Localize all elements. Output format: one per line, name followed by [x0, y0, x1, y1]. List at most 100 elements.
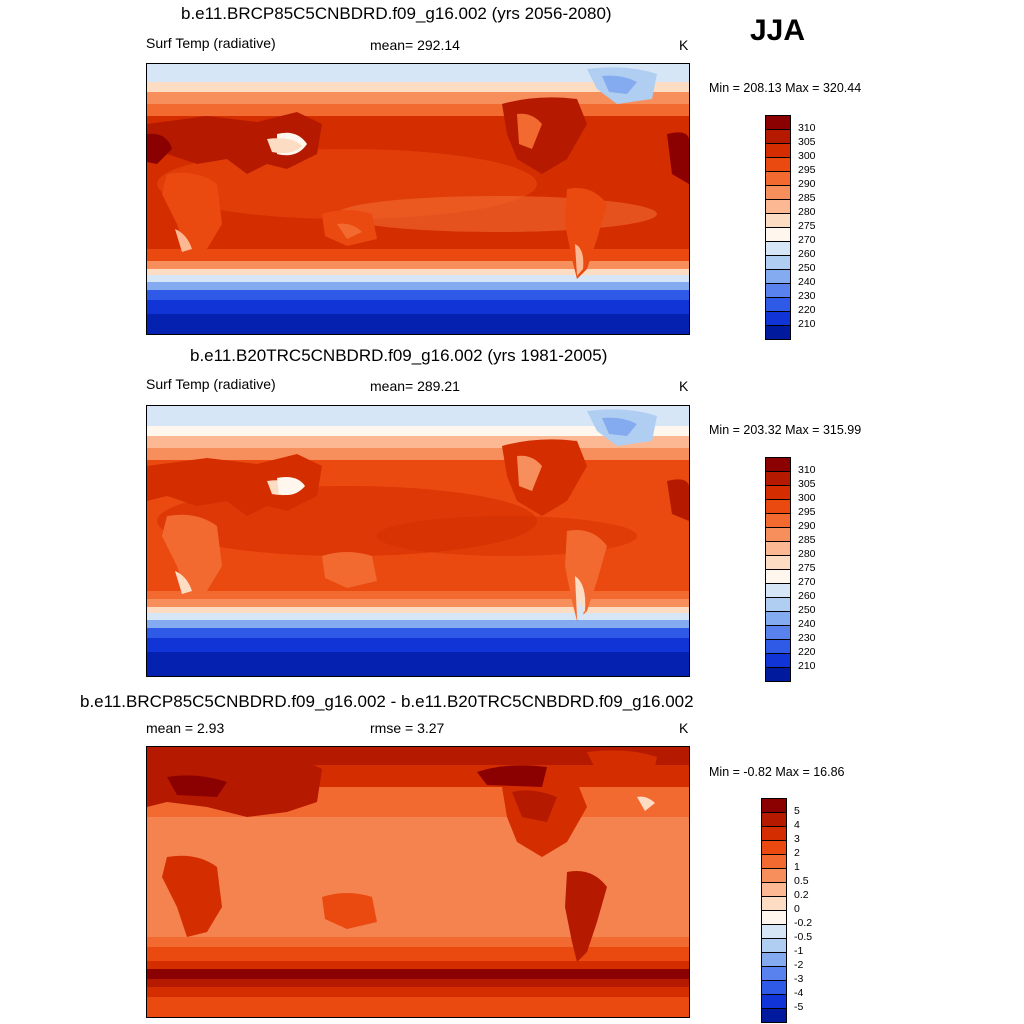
colorbar-swatch	[762, 924, 786, 938]
colorbar-swatch	[766, 255, 790, 269]
colorbar-swatch	[766, 458, 790, 471]
panel2-variable-label: Surf Temp (radiative)	[146, 376, 276, 392]
colorbar-label: 230	[798, 290, 816, 302]
colorbar-swatch	[766, 241, 790, 255]
panel2-temperature-field	[147, 406, 689, 676]
colorbar-swatch	[762, 980, 786, 994]
colorbar-label: 295	[798, 164, 816, 176]
colorbar-swatch	[762, 896, 786, 910]
colorbar-swatch	[766, 311, 790, 325]
colorbar-label: 220	[798, 646, 816, 658]
colorbar-label: 305	[798, 478, 816, 490]
panel1-title: b.e11.BRCP85C5CNBDRD.f09_g16.002 (yrs 20…	[181, 4, 612, 23]
colorbar-swatch	[766, 199, 790, 213]
colorbar-swatch	[766, 555, 790, 569]
colorbar-swatch	[766, 129, 790, 143]
colorbar-label: -1	[794, 945, 804, 957]
colorbar-swatch	[762, 799, 786, 812]
colorbar-label: -3	[794, 973, 804, 985]
colorbar-swatch	[766, 527, 790, 541]
colorbar-swatch	[762, 966, 786, 980]
panel3-minmax: Min = -0.82 Max = 16.86	[709, 765, 845, 779]
panel2-title: b.e11.B20TRC5CNBDRD.f09_g16.002 (yrs 198…	[190, 346, 608, 365]
colorbar-label: 310	[798, 122, 816, 134]
colorbar-label: 3	[794, 833, 800, 845]
colorbar-label: 250	[798, 604, 816, 616]
colorbar-swatch	[762, 812, 786, 826]
panel1-temperature-field	[147, 64, 689, 334]
colorbar-swatch	[766, 639, 790, 653]
panel1-variable-label: Surf Temp (radiative)	[146, 35, 276, 51]
colorbar-swatch	[766, 185, 790, 199]
colorbar-label: 275	[798, 220, 816, 232]
colorbar-label: 220	[798, 304, 816, 316]
colorbar-swatch	[766, 569, 790, 583]
colorbar-swatch	[762, 994, 786, 1008]
panel1-units-label: K	[679, 37, 689, 53]
colorbar-swatch	[766, 297, 790, 311]
colorbar-label: -4	[794, 987, 804, 999]
panel3-difference-field	[147, 747, 689, 1017]
panel1-minmax: Min = 208.13 Max = 320.44	[709, 81, 862, 95]
panel3-units-label: K	[679, 720, 689, 736]
colorbar-swatch	[762, 910, 786, 924]
colorbar-label: 310	[798, 464, 816, 476]
colorbar-label: 305	[798, 136, 816, 148]
colorbar-label: 1	[794, 861, 800, 873]
colorbar-label: -0.5	[794, 931, 813, 943]
colorbar-swatch	[766, 171, 790, 185]
colorbar-label: -2	[794, 959, 804, 971]
colorbar-swatch	[766, 471, 790, 485]
colorbar-swatch	[762, 868, 786, 882]
colorbar-label: 275	[798, 562, 816, 574]
colorbar-label: 280	[798, 206, 816, 218]
colorbar-swatch	[766, 667, 790, 681]
colorbar-swatch	[766, 611, 790, 625]
colorbar-swatch	[766, 499, 790, 513]
colorbar-swatch	[766, 213, 790, 227]
colorbar-swatch	[762, 826, 786, 840]
colorbar-label: 4	[794, 819, 800, 831]
panel3-colorbar	[761, 798, 787, 1023]
colorbar-label: 260	[798, 248, 816, 260]
season-label: JJA	[750, 14, 806, 47]
panel2-colorbar	[765, 457, 791, 682]
colorbar-label: 240	[798, 276, 816, 288]
colorbar-swatch	[766, 325, 790, 339]
panel2-mean-label: mean= 289.21	[370, 378, 460, 394]
colorbar-swatch	[766, 583, 790, 597]
colorbar-label: 5	[794, 805, 800, 817]
colorbar-swatch	[766, 227, 790, 241]
colorbar-label: 290	[798, 178, 816, 190]
colorbar-label: 300	[798, 492, 816, 504]
colorbar-label: 2	[794, 847, 800, 859]
colorbar-swatch	[766, 116, 790, 129]
colorbar-swatch	[766, 269, 790, 283]
colorbar-label: -5	[794, 1001, 804, 1013]
colorbar-swatch	[766, 625, 790, 639]
colorbar-swatch	[762, 854, 786, 868]
panel3-rmse-label: rmse = 3.27	[370, 720, 445, 736]
colorbar-swatch	[762, 952, 786, 966]
colorbar-label: 230	[798, 632, 816, 644]
colorbar-swatch	[766, 157, 790, 171]
colorbar-swatch	[762, 882, 786, 896]
panel2-map	[146, 405, 690, 677]
colorbar-label: 210	[798, 660, 816, 672]
colorbar-label: 0	[794, 903, 800, 915]
colorbar-label: 270	[798, 234, 816, 246]
colorbar-swatch	[762, 840, 786, 854]
panel1-colorbar	[765, 115, 791, 340]
colorbar-label: 270	[798, 576, 816, 588]
colorbar-swatch	[762, 1008, 786, 1022]
colorbar-swatch	[766, 541, 790, 555]
colorbar-label: -0.2	[794, 917, 813, 929]
panel3-title: b.e11.BRCP85C5CNBDRD.f09_g16.002 - b.e11…	[80, 692, 694, 711]
colorbar-label: 250	[798, 262, 816, 274]
colorbar-label: 240	[798, 618, 816, 630]
panel1-map	[146, 63, 690, 335]
panel1-mean-label: mean= 292.14	[370, 37, 460, 53]
colorbar-label: 0.2	[794, 889, 809, 901]
colorbar-label: 285	[798, 192, 816, 204]
colorbar-swatch	[766, 597, 790, 611]
